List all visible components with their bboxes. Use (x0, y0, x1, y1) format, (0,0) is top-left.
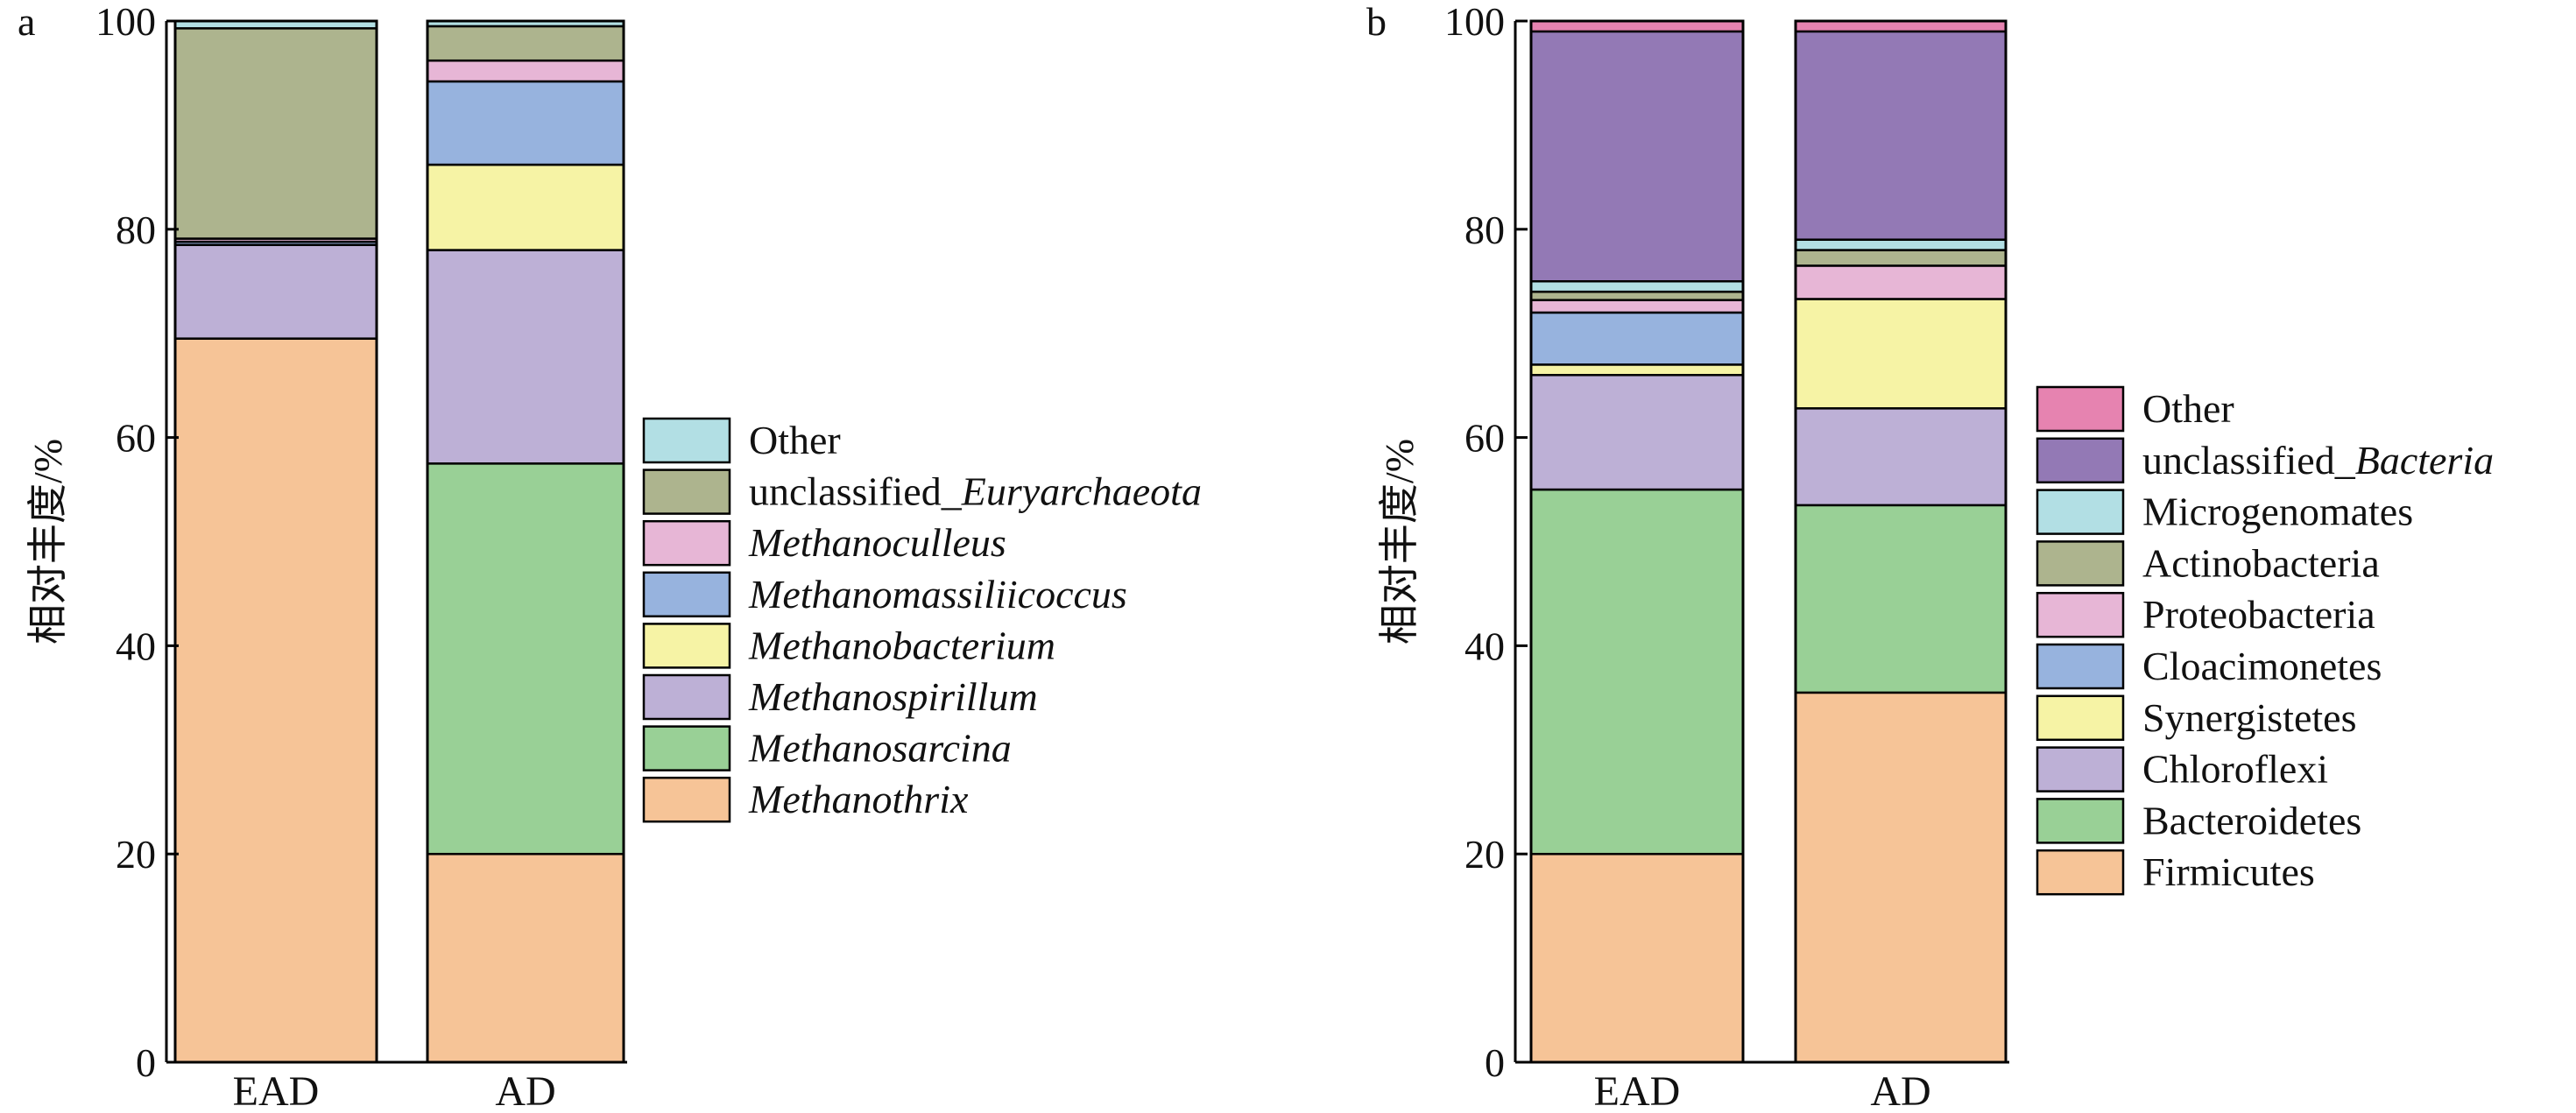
bar-segment-b-ad-0 (1794, 691, 2008, 1064)
bar-segment-b-ead-1 (1529, 488, 1745, 856)
bar-segment-a-ad-6 (426, 25, 625, 62)
legend-swatch (642, 417, 731, 464)
bar-segment-b-ead-8 (1529, 30, 1745, 283)
legend-swatch (2036, 437, 2125, 484)
chart-panel-a: EAD AD 0 20 40 60 80 100 a 相对丰度/% Other unclassifie… (18, 0, 1202, 1113)
bar-segment-b-ead-5 (1529, 299, 1745, 314)
legend-swatch (642, 519, 731, 567)
bar-segment-b-ad-6 (1794, 249, 2008, 267)
y-tick-label: 0 (1485, 1040, 1505, 1085)
y-tick-label: 80 (1464, 208, 1505, 252)
legend-swatch (642, 673, 731, 721)
legend-label: Other (2142, 386, 2234, 431)
bar-segment-a-ead-2 (173, 243, 378, 340)
y-tick-label: 20 (1464, 832, 1505, 877)
legend-label: Methanobacterium (748, 623, 1055, 667)
legend-swatch (2036, 385, 2125, 433)
legend-label: Bacteroidetes (2142, 798, 2361, 842)
bar-segment-b-ead-9 (1529, 19, 1745, 33)
legend-swatch (2036, 849, 2125, 896)
legend-label: Actinobacteria (2142, 540, 2380, 585)
legend-swatch (2036, 591, 2125, 638)
bar-segment-a-ad-4 (426, 80, 625, 166)
legend-label: Methanospirillum (748, 674, 1038, 719)
y-tick-label: 100 (1444, 0, 1505, 44)
bar-segment-a-ad-2 (426, 249, 625, 465)
legend-swatch (2036, 694, 2125, 742)
legend-label: Microgenomates (2142, 490, 2413, 534)
bar-segment-b-ead-0 (1529, 852, 1745, 1064)
legend-label: Methanothrix (748, 777, 969, 821)
bar-segment-a-ad-3 (426, 163, 625, 251)
legend: Other unclassified_Euryarchaeota Methanocu… (642, 417, 1202, 823)
y-tick-label: 0 (136, 1040, 156, 1085)
legend-label: Methanosarcina (748, 726, 1012, 771)
legend-swatch (642, 623, 731, 669)
y-tick-label: 40 (116, 623, 156, 668)
legend-label: Methanoculleus (748, 520, 1006, 565)
x-tick-label: EAD (233, 1068, 320, 1113)
legend-swatch (642, 725, 731, 771)
legend-swatch (2036, 746, 2125, 792)
legend-label: Synergistetes (2142, 695, 2356, 740)
y-tick-label: 60 (1464, 416, 1505, 461)
bar-segment-b-ad-3 (1794, 298, 2008, 410)
legend-label: unclassified_Bacteria (2142, 438, 2494, 483)
legend-label: unclassified_Euryarchaeota (749, 469, 1202, 514)
legend-swatch (2036, 643, 2125, 690)
y-axis-title: 相对丰度/% (1377, 439, 1422, 645)
bar-segment-b-ead-3 (1529, 363, 1745, 377)
chart-panel-b: EAD AD 0 20 40 60 80 100 b 相对丰度/% Other unclassifie… (1366, 0, 2494, 1113)
y-tick-label: 100 (95, 0, 156, 44)
bar-segment-a-ad-1 (426, 462, 625, 856)
legend-swatch (2036, 489, 2125, 535)
y-tick-label: 60 (116, 416, 156, 461)
bar-segment-b-ead-6 (1529, 290, 1745, 301)
y-axis-title: 相对丰度/% (25, 439, 70, 645)
legend-label: Cloacimonetes (2142, 644, 2382, 688)
bar-segment-a-ead-0 (173, 337, 378, 1064)
bar-segment-b-ad-5 (1794, 264, 2008, 300)
legend: Other unclassified_Bacteria Microgenomates… (2036, 385, 2494, 896)
legend-swatch (642, 468, 731, 515)
y-tick-label: 40 (1464, 623, 1505, 668)
legend-swatch (2036, 540, 2125, 587)
bar-segment-b-ad-8 (1794, 30, 2008, 241)
y-tick-label: 20 (116, 832, 156, 877)
bar-segment-b-ead-2 (1529, 374, 1745, 491)
legend-label: Other (749, 418, 841, 462)
legend-label: Firmicutes (2142, 849, 2315, 894)
legend-swatch (642, 776, 731, 823)
x-tick-label: AD (495, 1068, 555, 1113)
legend-swatch (642, 571, 731, 618)
bar-segment-b-ead-7 (1529, 280, 1745, 293)
bar-segment-b-ead-4 (1529, 311, 1745, 366)
legend-swatch (2036, 798, 2125, 844)
legend-label: Proteobacteria (2142, 592, 2375, 637)
bar-segment-b-ad-7 (1794, 238, 2008, 251)
bar-segment-b-ad-1 (1794, 504, 2008, 694)
legend-label: Methanomassiliicoccus (748, 572, 1127, 616)
y-tick-label: 80 (116, 208, 156, 252)
bar-segment-a-ead-6 (173, 27, 378, 240)
x-tick-label: EAD (1594, 1068, 1681, 1113)
bar-segment-a-ad-5 (426, 59, 625, 83)
panel-letter: a (18, 0, 35, 44)
bar-segment-b-ad-2 (1794, 407, 2008, 507)
bar-segment-a-ad-0 (426, 852, 625, 1064)
legend-label: Chloroflexi (2142, 747, 2328, 792)
x-tick-label: AD (1870, 1068, 1930, 1113)
bar-segment-b-ad-9 (1794, 19, 2008, 33)
panel-letter: b (1366, 0, 1387, 44)
